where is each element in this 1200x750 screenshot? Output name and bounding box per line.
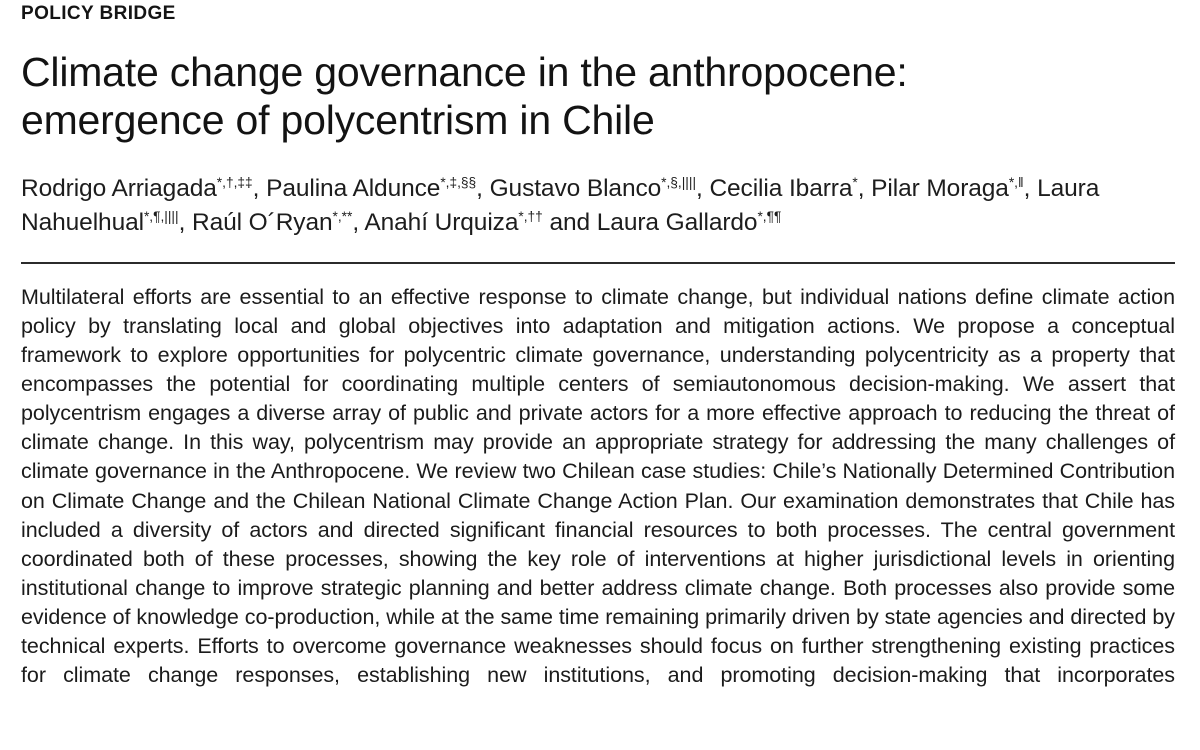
title-line-2: emergence of polycentrism in Chile xyxy=(21,96,655,143)
author-affiliation-marker: *,‡,§§ xyxy=(440,175,477,191)
title-line-1: Climate change governance in the anthrop… xyxy=(21,48,908,95)
author-affiliation-marker: *,§,|||| xyxy=(661,175,697,191)
section-kicker: POLICY BRIDGE xyxy=(21,3,176,24)
author-name: Laura Nahuelhual xyxy=(21,175,1100,237)
article-content: POLICY BRIDGE Climate change governance … xyxy=(21,0,1175,690)
author-separator: , xyxy=(696,175,710,203)
author-affiliation-marker: *,** xyxy=(332,208,353,224)
header-divider xyxy=(21,261,1175,264)
author-name: Paulina Aldunce xyxy=(266,175,441,203)
author-separator: , xyxy=(352,209,365,237)
author-name: Gustavo Blanco xyxy=(489,175,662,203)
author-affiliation-marker: *,¶,|||| xyxy=(143,208,179,224)
author-name: Rodrigo Arriagada xyxy=(21,175,217,203)
author-separator: , xyxy=(1023,175,1038,203)
author-name: Laura Gallardo xyxy=(596,209,758,237)
author-name: Pilar Moraga xyxy=(871,175,1009,203)
author-separator: , xyxy=(857,175,872,203)
author-name: Raúl O´Ryan xyxy=(191,209,333,237)
author-affiliation-marker: * xyxy=(852,175,858,191)
author-separator: and xyxy=(542,209,597,237)
author-affiliation-marker: *,‖ xyxy=(1008,175,1024,191)
author-affiliation-marker: *,†† xyxy=(518,208,543,224)
abstract-text: Multilateral efforts are essential to an… xyxy=(21,284,1175,688)
author-affiliation-marker: *,¶¶ xyxy=(757,208,782,224)
author-name: Anahí Urquiza xyxy=(364,209,519,237)
page-title: Climate change governance in the anthrop… xyxy=(21,49,1175,145)
author-separator: , xyxy=(178,209,192,237)
author-affiliation-marker: *,†,‡‡ xyxy=(216,175,253,191)
author-name: Cecilia Ibarra xyxy=(709,175,853,203)
author-separator: , xyxy=(476,175,490,203)
author-separator: , xyxy=(252,175,267,203)
author-list: Rodrigo Arriagada*,†,‡‡, Paulina Aldunce… xyxy=(21,172,1175,240)
